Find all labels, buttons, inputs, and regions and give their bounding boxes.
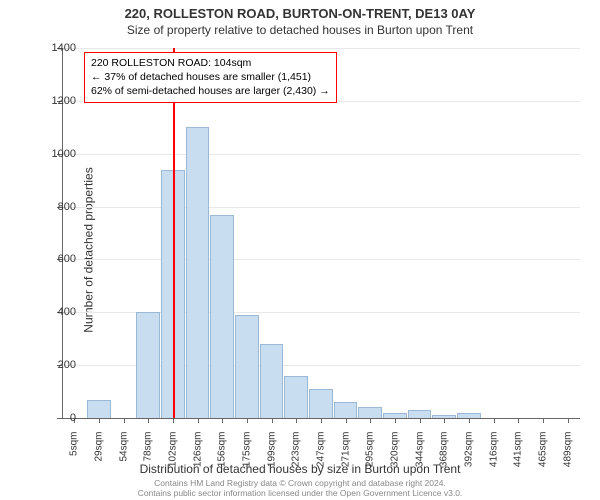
grid-line	[62, 259, 580, 260]
grid-line	[62, 48, 580, 49]
y-tick-label: 200	[36, 359, 76, 371]
annotation-line: 220 ROLLESTON ROAD: 104sqm	[91, 56, 330, 70]
grid-line	[62, 207, 580, 208]
attribution-line1: Contains HM Land Registry data © Crown c…	[0, 478, 600, 488]
x-tick-label: 29sqm	[94, 432, 105, 462]
x-axis-label: Distribution of detached houses by size …	[0, 462, 600, 476]
histogram-bar	[309, 389, 333, 418]
attribution-line2: Contains public sector information licen…	[0, 488, 600, 498]
y-tick-label: 1400	[36, 42, 76, 54]
y-tick-label: 0	[36, 412, 76, 424]
annotation-line: ← 37% of detached houses are smaller (1,…	[91, 70, 330, 84]
histogram-bar	[408, 410, 432, 418]
x-axis-line	[62, 418, 580, 419]
grid-line	[62, 154, 580, 155]
annotation-callout: 220 ROLLESTON ROAD: 104sqm← 37% of detac…	[84, 52, 337, 103]
highlight-marker-line	[173, 48, 175, 418]
histogram-bar	[284, 376, 308, 418]
y-tick-label: 600	[36, 253, 76, 265]
y-tick-label: 800	[36, 201, 76, 213]
y-tick-label: 400	[36, 306, 76, 318]
histogram-bar	[260, 344, 284, 418]
plot-area: 5sqm29sqm54sqm78sqm102sqm126sqm156sqm175…	[62, 48, 580, 418]
x-tick-label: 54sqm	[118, 432, 129, 462]
x-tick-label: 5sqm	[69, 432, 80, 456]
chart-container: { "title": "220, ROLLESTON ROAD, BURTON-…	[0, 0, 600, 500]
histogram-bar	[87, 400, 111, 419]
y-tick-label: 1200	[36, 95, 76, 107]
y-tick-label: 1000	[36, 148, 76, 160]
x-tick-label: 78sqm	[143, 432, 154, 462]
histogram-bar	[334, 402, 358, 418]
chart-subtitle: Size of property relative to detached ho…	[0, 21, 600, 37]
histogram-bar	[358, 407, 382, 418]
histogram-bar	[136, 312, 160, 418]
annotation-line: 62% of semi-detached houses are larger (…	[91, 84, 330, 98]
histogram-bar	[186, 127, 210, 418]
chart-title: 220, ROLLESTON ROAD, BURTON-ON-TRENT, DE…	[0, 0, 600, 21]
attribution-text: Contains HM Land Registry data © Crown c…	[0, 478, 600, 498]
histogram-bar	[235, 315, 259, 418]
histogram-bar	[210, 215, 234, 419]
